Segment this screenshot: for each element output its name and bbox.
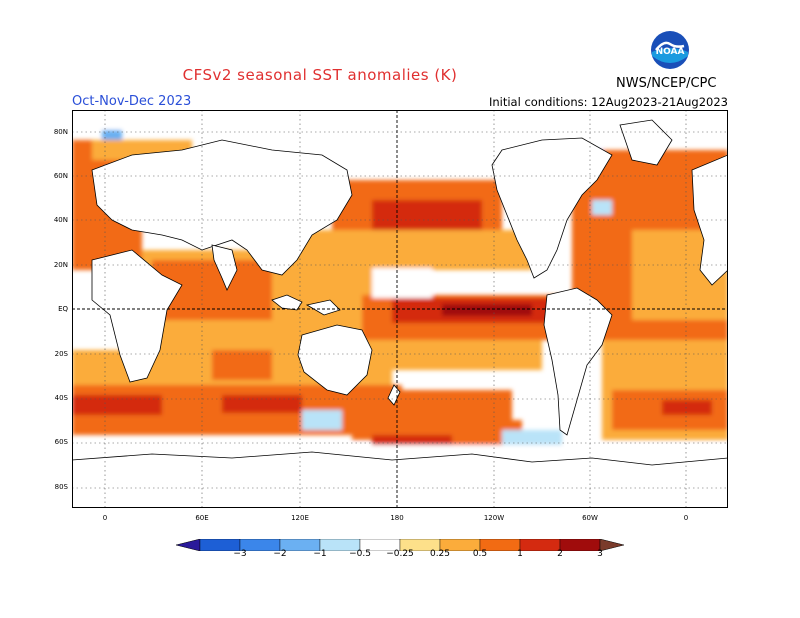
initial-conditions: Initial conditions: 12Aug2023-21Aug2023 [488, 95, 728, 109]
lon-label-0-right: 0 [683, 514, 689, 522]
colorbar-label: 0.5 [472, 549, 488, 559]
forecast-period: Oct-Nov-Dec 2023 [72, 94, 192, 109]
colorbar-label: 0.25 [429, 549, 451, 559]
lat-label-80s: 80S [54, 483, 68, 491]
lon-label-120e: 120E [291, 514, 309, 522]
sst-anomaly-map [72, 110, 728, 508]
lat-label-20s: 20S [54, 350, 68, 358]
colorbar-label: −3 [233, 549, 247, 559]
lon-label-180: 180 [390, 514, 404, 522]
continents [72, 119, 728, 508]
lat-label-60n: 60N [53, 172, 68, 180]
map-title: CFSv2 seasonal SST anomalies (K) [182, 66, 458, 84]
lat-label-20n: 20N [53, 261, 68, 269]
colorbar-label: −0.5 [349, 549, 371, 559]
lon-label-60w: 60W [582, 514, 598, 522]
lat-label-60s: 60S [54, 438, 68, 446]
colorbar-label: 2 [557, 549, 563, 559]
lon-label-0: 0 [102, 514, 108, 522]
colorbar-label: −0.25 [386, 549, 414, 559]
logo-text: NOAA [656, 47, 685, 57]
colorbar-label: 3 [597, 549, 603, 559]
agency-label: NWS/NCEP/CPC [616, 76, 717, 91]
colorbar-swatch-max [599, 538, 625, 552]
colorbar-label: 1 [517, 549, 523, 559]
colorbar-label: −1 [313, 549, 327, 559]
reference-lines [72, 110, 728, 508]
lat-label-eq: EQ [58, 305, 68, 313]
lat-label-80n: 80N [53, 128, 68, 136]
noaa-logo-icon: NOAA [650, 30, 690, 70]
lat-label-40s: 40S [54, 394, 68, 402]
lon-label-60e: 60E [195, 514, 209, 522]
colorbar [175, 536, 625, 552]
colorbar-label: −2 [273, 549, 287, 559]
lon-label-120w: 120W [483, 514, 505, 522]
colorbar-swatch-min [175, 538, 201, 552]
lat-label-40n: 40N [53, 216, 68, 224]
